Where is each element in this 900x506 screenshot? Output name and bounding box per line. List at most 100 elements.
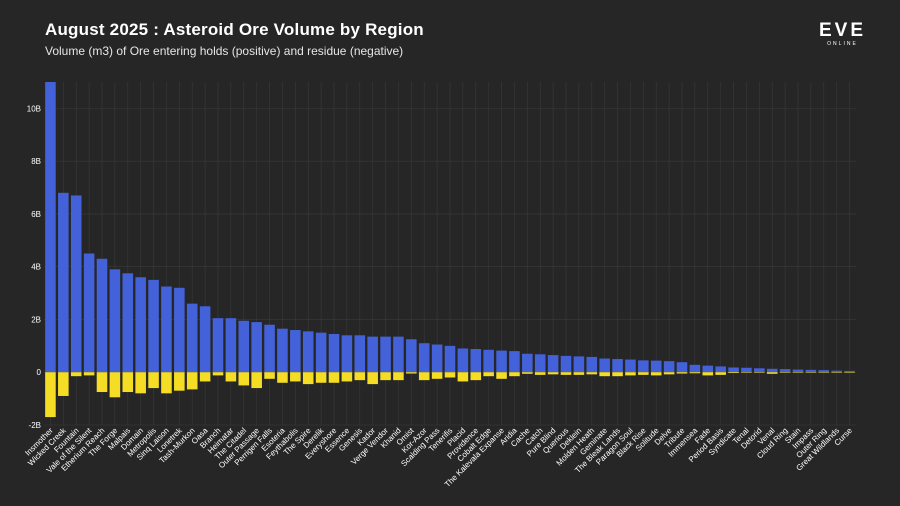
bar-negative [741,372,752,373]
bar-positive [302,331,314,373]
bar-positive [83,253,95,373]
bar-negative [676,372,688,374]
bar-positive [45,82,56,373]
bar-negative [805,372,817,373]
bar-negative [393,372,404,381]
bar-negative [83,372,95,376]
bar-negative [560,372,572,375]
bar-negative [792,372,804,373]
bar-positive [715,366,726,373]
bar-positive [341,335,353,373]
bar-negative [818,372,830,373]
bar-positive [264,324,275,373]
y-tick-label: 10B [27,104,41,113]
bar-negative [135,372,146,394]
bar-negative [663,372,675,375]
bar-positive [328,333,340,373]
bar-positive [534,354,546,373]
bar-negative [728,372,739,374]
bar-positive [766,368,778,373]
bar-negative [277,372,288,383]
bar-positive [599,358,610,373]
bar-positive [367,336,378,373]
bar-negative [496,372,507,379]
bar-negative [844,372,855,373]
bar-positive [547,355,559,373]
bar-positive [251,322,262,373]
bar-negative [779,372,791,373]
y-tick-label: 0 [37,368,42,377]
bar-positive [109,269,121,373]
bar-positive [573,356,585,373]
bar-positive [792,369,804,373]
bar-negative [547,372,559,375]
bar-negative [251,372,262,389]
bar-negative [406,372,417,374]
bar-positive [315,332,327,373]
bar-positive [663,361,675,373]
bar-negative [754,372,765,373]
chart-title: August 2025 : Asteroid Ore Volume by Reg… [45,20,424,39]
bar-negative [625,372,636,376]
bar-positive [135,277,146,373]
bar-positive [393,336,404,373]
bar-negative [431,372,443,379]
bar-positive [586,356,598,373]
bar-positive [58,192,69,373]
bar-positive [689,364,701,373]
bar-negative [341,372,353,382]
bar-positive [238,320,250,373]
bar-negative [328,372,340,383]
bar-positive [174,287,185,373]
bar-negative [638,372,649,375]
bar-positive [418,343,430,373]
logo-subtext: ONLINE [827,41,858,47]
bar-negative [148,372,159,389]
bar-positive [354,335,366,373]
bar-positive [650,360,662,373]
bar-negative [380,372,391,381]
bar-negative [238,372,250,386]
bar-negative [315,372,327,383]
bar-negative [186,372,198,390]
bar-positive [431,344,443,373]
bar-negative [174,372,185,391]
bar-negative [766,372,778,374]
bar-negative [715,372,726,375]
bar-negative [212,372,224,376]
bar-positive [380,336,391,373]
bar-negative [290,372,301,382]
bar-positive [509,351,520,373]
bar-positive [457,348,469,373]
bar-negative [122,372,134,393]
y-tick-label: 6B [31,210,41,219]
chart-subtitle: Volume (m3) of Ore entering holds (posit… [45,44,404,58]
bar-negative [109,372,121,398]
bar-negative [522,372,533,374]
bar-negative [45,372,56,418]
y-tick-label: 4B [31,263,41,272]
bar-positive [741,367,752,373]
bar-negative [225,372,237,382]
bar-negative [418,372,430,381]
bar-negative [264,372,275,379]
bar-positive [122,273,134,373]
bar-negative [586,372,598,375]
bar-positive [496,350,507,373]
bar-positive [728,367,739,373]
bar-positive [212,318,224,373]
bar-negative [483,372,494,377]
bar-negative [367,372,378,385]
bar-negative [96,372,108,393]
bar-positive [406,339,417,373]
bar-positive [290,330,301,373]
bar-positive [625,359,636,373]
bar-positive [199,306,211,373]
bar-positive [805,369,817,373]
bar-negative [470,372,482,381]
bar-negative [831,372,842,373]
bar-positive [186,303,198,373]
bar-negative [599,372,610,377]
bar-positive [470,349,482,373]
